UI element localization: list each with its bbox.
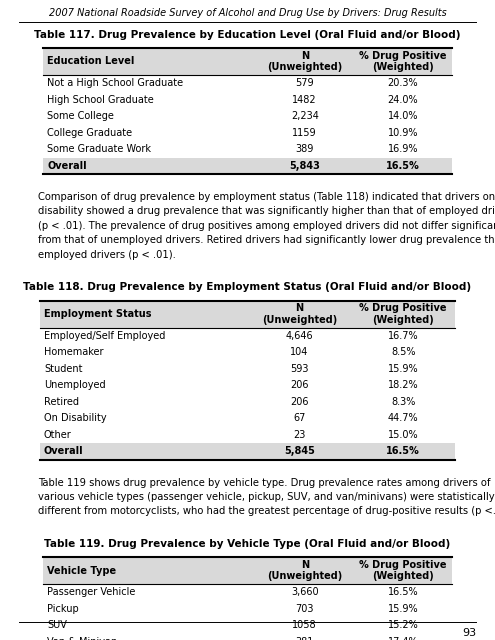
Text: 3,660: 3,660	[291, 588, 319, 597]
Text: 16.5%: 16.5%	[386, 446, 420, 456]
Text: 5,845: 5,845	[284, 446, 315, 456]
Text: Retired: Retired	[44, 397, 79, 407]
Text: from that of unemployed drivers. Retired drivers had significantly lower drug pr: from that of unemployed drivers. Retired…	[38, 236, 495, 246]
Text: SUV: SUV	[47, 620, 67, 630]
Text: 8.5%: 8.5%	[391, 348, 415, 357]
Text: % Drug Positive
(Weighted): % Drug Positive (Weighted)	[359, 51, 446, 72]
FancyBboxPatch shape	[43, 157, 452, 174]
Text: 381: 381	[296, 637, 314, 640]
Text: 4,646: 4,646	[286, 331, 313, 340]
Text: 1058: 1058	[293, 620, 317, 630]
FancyBboxPatch shape	[40, 301, 455, 328]
Text: Some Graduate Work: Some Graduate Work	[47, 144, 151, 154]
Text: 579: 579	[296, 78, 314, 88]
Text: 24.0%: 24.0%	[388, 95, 418, 105]
Text: Pickup: Pickup	[47, 604, 79, 614]
FancyBboxPatch shape	[43, 557, 452, 584]
FancyBboxPatch shape	[40, 443, 455, 460]
Text: 206: 206	[290, 397, 308, 407]
Text: 67: 67	[293, 413, 305, 423]
Text: 703: 703	[296, 604, 314, 614]
Text: 593: 593	[290, 364, 308, 374]
Text: 18.2%: 18.2%	[388, 380, 418, 390]
FancyBboxPatch shape	[43, 48, 452, 75]
Text: 14.0%: 14.0%	[388, 111, 418, 121]
Text: disability showed a drug prevalence that was significantly higher than that of e: disability showed a drug prevalence that…	[38, 207, 495, 216]
Text: 2007 National Roadside Survey of Alcohol and Drug Use by Drivers: Drug Results: 2007 National Roadside Survey of Alcohol…	[49, 8, 446, 18]
Text: Table 119. Drug Prevalence by Vehicle Type (Oral Fluid and/or Blood): Table 119. Drug Prevalence by Vehicle Ty…	[45, 539, 450, 549]
Text: 15.9%: 15.9%	[388, 604, 418, 614]
Text: 5,843: 5,843	[289, 161, 320, 171]
Text: 23: 23	[293, 429, 305, 440]
Text: 15.9%: 15.9%	[388, 364, 418, 374]
Text: Table 119 shows drug prevalence by vehicle type. Drug prevalence rates among dri: Table 119 shows drug prevalence by vehic…	[38, 477, 491, 488]
Text: 17.4%: 17.4%	[388, 637, 418, 640]
Text: 15.2%: 15.2%	[388, 620, 418, 630]
Text: Comparison of drug prevalence by employment status (Table 118) indicated that dr: Comparison of drug prevalence by employm…	[38, 192, 495, 202]
Text: % Drug Positive
(Weighted): % Drug Positive (Weighted)	[359, 560, 446, 581]
Text: College Graduate: College Graduate	[47, 128, 132, 138]
Text: On Disability: On Disability	[44, 413, 106, 423]
Text: N
(Unweighted): N (Unweighted)	[267, 560, 343, 581]
Text: Van & Minivan: Van & Minivan	[47, 637, 117, 640]
Text: various vehicle types (passenger vehicle, pickup, SUV, and van/minivans) were st: various vehicle types (passenger vehicle…	[38, 492, 495, 502]
Text: N
(Unweighted): N (Unweighted)	[262, 303, 337, 325]
Text: 93: 93	[462, 628, 476, 638]
Text: 2,234: 2,234	[291, 111, 319, 121]
Text: 389: 389	[296, 144, 314, 154]
Text: Table 117. Drug Prevalence by Education Level (Oral Fluid and/or Blood): Table 117. Drug Prevalence by Education …	[34, 30, 461, 40]
Text: 15.0%: 15.0%	[388, 429, 418, 440]
Text: 10.9%: 10.9%	[388, 128, 418, 138]
Text: different from motorcyclists, who had the greatest percentage of drug-positive r: different from motorcyclists, who had th…	[38, 506, 495, 516]
Text: 20.3%: 20.3%	[388, 78, 418, 88]
Text: Table 118. Drug Prevalence by Employment Status (Oral Fluid and/or Blood): Table 118. Drug Prevalence by Employment…	[23, 282, 472, 292]
Text: 16.9%: 16.9%	[388, 144, 418, 154]
Text: % Drug Positive
(Weighted): % Drug Positive (Weighted)	[359, 303, 447, 325]
Text: 1482: 1482	[293, 95, 317, 105]
Text: Some College: Some College	[47, 111, 114, 121]
Text: Not a High School Graduate: Not a High School Graduate	[47, 78, 183, 88]
Text: 104: 104	[290, 348, 308, 357]
Text: Overall: Overall	[47, 161, 87, 171]
Text: Employed/Self Employed: Employed/Self Employed	[44, 331, 165, 340]
Text: 16.5%: 16.5%	[386, 161, 420, 171]
Text: Employment Status: Employment Status	[44, 309, 151, 319]
Text: (p < .01). The prevalence of drug positives among employed drivers did not diffe: (p < .01). The prevalence of drug positi…	[38, 221, 495, 231]
Text: 1159: 1159	[293, 128, 317, 138]
Text: Other: Other	[44, 429, 72, 440]
Text: High School Graduate: High School Graduate	[47, 95, 154, 105]
Text: 44.7%: 44.7%	[388, 413, 418, 423]
Text: Homemaker: Homemaker	[44, 348, 103, 357]
Text: 16.7%: 16.7%	[388, 331, 418, 340]
Text: Education Level: Education Level	[47, 56, 134, 67]
Text: Student: Student	[44, 364, 83, 374]
Text: employed drivers (p < .01).: employed drivers (p < .01).	[38, 250, 176, 260]
Text: 16.5%: 16.5%	[388, 588, 418, 597]
Text: Unemployed: Unemployed	[44, 380, 105, 390]
Text: Passenger Vehicle: Passenger Vehicle	[47, 588, 135, 597]
Text: Overall: Overall	[44, 446, 84, 456]
Text: Vehicle Type: Vehicle Type	[47, 566, 116, 575]
Text: N
(Unweighted): N (Unweighted)	[267, 51, 343, 72]
Text: 8.3%: 8.3%	[391, 397, 415, 407]
Text: 206: 206	[290, 380, 308, 390]
